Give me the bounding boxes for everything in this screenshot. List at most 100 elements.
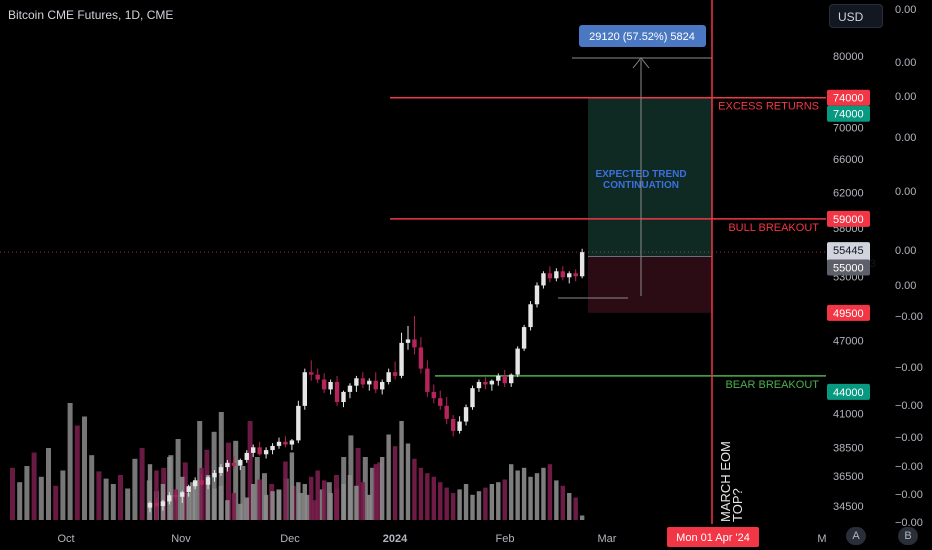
volume-bar: [450, 493, 456, 520]
drawing-tools[interactable]: 29120 (57.52%) 5824: [558, 25, 712, 299]
candle-body: [192, 480, 198, 487]
volume-bar: [405, 443, 411, 520]
volume-bar: [199, 467, 204, 520]
volume-bar-history: [31, 452, 37, 520]
level-label: BULL BREAKOUT: [728, 222, 819, 234]
candle-body: [444, 405, 449, 419]
volume-bar-history: [89, 455, 95, 520]
position-zones: EXPECTED TREND CONTINUATION: [588, 97, 712, 313]
volume-bar: [341, 484, 346, 520]
candle-body: [380, 381, 385, 390]
volume-bar: [470, 494, 475, 520]
secondary-tick-label: −0.00: [895, 362, 923, 374]
volume-bar: [276, 490, 282, 520]
candle-body: [309, 372, 314, 375]
volume-bar: [457, 489, 462, 520]
candle-body: [238, 459, 243, 466]
volume-bar: [380, 457, 385, 520]
time-tick-label: Mar: [598, 533, 617, 545]
crosshair-date-label: Mon 01 Apr '24: [676, 532, 750, 544]
candle-body: [521, 327, 527, 349]
candle-body: [392, 372, 398, 376]
price-label-red-box: [827, 304, 870, 321]
time-tick-label: 2024: [383, 533, 408, 545]
volume-bar: [315, 470, 320, 520]
volume-bar-history: [182, 462, 188, 520]
volume-bar-history: [139, 448, 145, 520]
volume-bar: [463, 484, 469, 520]
candle-body: [515, 348, 520, 375]
candle-body: [367, 380, 372, 385]
price-label-green: 74000: [833, 109, 864, 121]
volume-bar: [167, 457, 172, 520]
volume-bar: [444, 487, 449, 520]
candle-body: [534, 285, 540, 305]
crosshair-date-box: [667, 527, 759, 547]
candle-body: [218, 467, 224, 473]
candle-body: [489, 380, 495, 385]
candle-body: [225, 462, 230, 468]
secondary-tick-label: −0.00: [895, 517, 923, 529]
volume-bar-history: [103, 478, 109, 520]
volume-bar: [231, 493, 237, 520]
secondary-tick-label: 0.00: [895, 57, 916, 69]
secondary-tick-label: 0.00: [895, 132, 916, 144]
volume-bar-history: [362, 457, 368, 520]
volume-bar-history: [10, 467, 15, 520]
volume-bar: [354, 485, 359, 520]
volume-bar: [476, 491, 482, 520]
volume-bar-history: [110, 484, 116, 520]
target-zone: [588, 97, 712, 257]
volume-bar-history: [190, 482, 195, 520]
volume-bar: [212, 488, 217, 520]
price-tick-label: 34500: [833, 501, 864, 513]
candle-body: [579, 252, 585, 277]
level-label: BEAR BREAKOUT: [725, 379, 819, 391]
candle-body: [251, 447, 256, 453]
volume-bar-history: [355, 448, 361, 520]
volume-bar: [554, 480, 559, 520]
price-tick-label: 47000: [833, 336, 864, 348]
candle-body: [450, 418, 456, 431]
volume-bar: [238, 503, 243, 520]
levels: EXCESS RETURNS BULL BREAKOUT BEAR BREAKOUT…: [0, 0, 826, 524]
volume-bar: [431, 476, 436, 520]
volume-bar: [309, 476, 314, 520]
candle-body: [567, 273, 572, 278]
volume-bar-history: [132, 458, 138, 520]
badge-b[interactable]: B: [898, 527, 918, 545]
candle-body: [425, 368, 430, 392]
volume-bar: [373, 464, 378, 520]
volume-bar: [302, 484, 307, 520]
candle-body: [347, 385, 353, 392]
candle-body: [463, 407, 469, 422]
price-tick-label: 80000: [833, 51, 864, 63]
volume-bar-history: [96, 471, 102, 520]
volume-bar-history: [312, 500, 318, 520]
time-tick-label: M: [817, 533, 826, 545]
candle-body: [205, 477, 211, 485]
badge-a[interactable]: A: [846, 527, 866, 545]
volume-bar: [399, 421, 404, 520]
currency-button[interactable]: USD: [829, 4, 883, 28]
volume-bar: [186, 493, 191, 520]
candle-body: [373, 380, 378, 390]
price-label-green-box: [827, 105, 870, 122]
volume-bar: [360, 482, 366, 520]
candle-body: [199, 480, 204, 485]
volume-bar-history: [305, 494, 311, 520]
price-label-red: 74000: [833, 93, 864, 105]
volume-bar-history: [60, 470, 66, 520]
volume-bar-history: [247, 421, 253, 520]
volume-bar-history: [175, 439, 181, 520]
volume-bar-history: [17, 482, 23, 520]
volume-bar-history: [46, 448, 51, 520]
candle-body: [354, 378, 359, 386]
volume-bar: [225, 500, 230, 520]
price-label-green: 44000: [833, 387, 864, 399]
volume-bar: [502, 479, 507, 520]
volume-bar-history: [254, 457, 260, 520]
volume-bar-history: [67, 403, 73, 520]
volume-bar: [321, 480, 327, 520]
